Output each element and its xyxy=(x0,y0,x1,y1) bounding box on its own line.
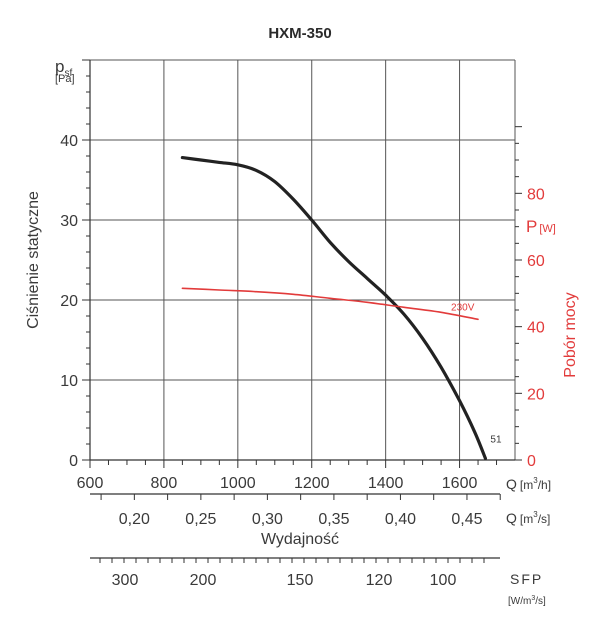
x-secondary-tick-label: 0,40 xyxy=(385,511,416,528)
sfp-label: SFP xyxy=(510,571,543,587)
x-primary-tick-label: 1200 xyxy=(294,475,330,492)
sfp-tick-label: 150 xyxy=(287,572,314,589)
x-secondary-tick-label: 0,35 xyxy=(318,511,349,528)
y-right-tick-label: 60 xyxy=(527,253,545,270)
y-left-units: [Pa] xyxy=(55,73,75,85)
sfp-units: [W/m3/s] xyxy=(508,595,546,607)
sfp-tick-label: 300 xyxy=(112,572,139,589)
x-primary-tick-label: 600 xyxy=(77,475,104,492)
x-secondary-tick-label: 0,45 xyxy=(451,511,482,528)
y-left-symbol: psf xyxy=(55,57,72,79)
x-secondary-tick-label: 0,20 xyxy=(119,511,150,528)
series-label-51: 51 xyxy=(490,434,502,445)
x-secondary-tick-label: 0,30 xyxy=(252,511,283,528)
sfp-tick-label: 100 xyxy=(430,572,457,589)
grid xyxy=(90,59,516,460)
y-left-tick-label: 10 xyxy=(60,373,78,390)
sfp-tick-label: 200 xyxy=(190,572,217,589)
sfp-tick-label: 120 xyxy=(366,572,393,589)
y-right-tick-label: 0 xyxy=(527,453,536,470)
x-primary-tick-label: 1000 xyxy=(220,475,256,492)
x-primary-tick-label: 800 xyxy=(151,475,178,492)
y-right-tick-label: 80 xyxy=(527,186,545,203)
x-primary-tick-label: 1600 xyxy=(442,475,478,492)
series-label-230v: 230V xyxy=(451,302,475,313)
y-left-label: Ciśnienie statyczne xyxy=(25,191,42,329)
y-right-label: Pobór mocy xyxy=(562,292,579,377)
x-units-primary: Q [m3/h] xyxy=(506,476,551,492)
power-curve-230v xyxy=(181,287,479,321)
x-units-secondary: Q [m3/s] xyxy=(506,510,550,526)
axes xyxy=(82,59,522,563)
chart-title: HXM-350 xyxy=(268,25,331,42)
x-axis-label: Wydajność xyxy=(261,531,339,548)
y-left-tick-label: 20 xyxy=(60,293,78,310)
y-right-tick-label: 40 xyxy=(527,320,545,337)
pressure-curve-51 xyxy=(180,156,487,460)
y-left-tick-label: 0 xyxy=(69,453,78,470)
y-left-tick-label: 30 xyxy=(60,213,78,230)
series xyxy=(180,156,487,460)
x-secondary-tick-label: 0,25 xyxy=(185,511,216,528)
labels: HXM-350 psf [Pa] Ciśnienie statyczne P [W… xyxy=(25,25,579,607)
y-right-symbol: P [W] xyxy=(526,217,556,236)
y-left-tick-label: 40 xyxy=(60,133,78,150)
y-right-tick-label: 20 xyxy=(527,386,545,403)
x-primary-tick-label: 1400 xyxy=(368,475,404,492)
